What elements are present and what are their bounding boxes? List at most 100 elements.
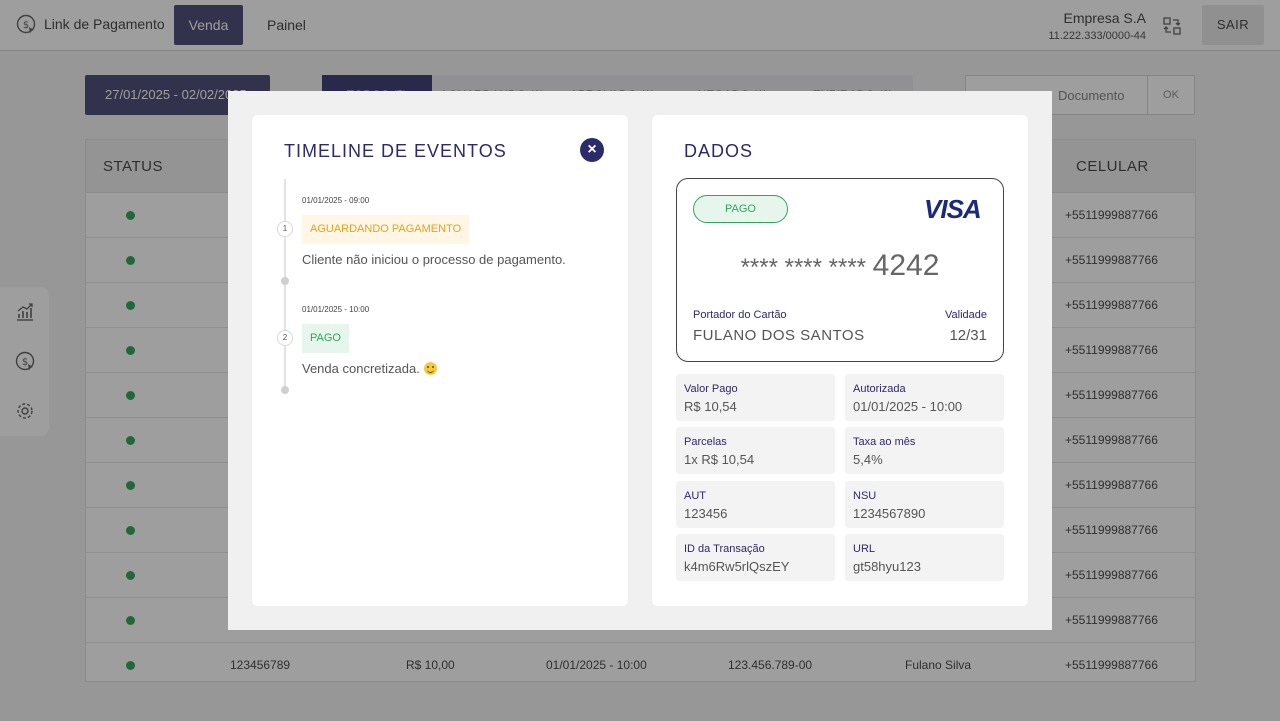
status-dot — [126, 211, 135, 220]
info-id-transacao: ID da Transação k4m6Rw5rlQszEY — [676, 534, 835, 581]
row-celular: +5511999887766 — [1065, 343, 1158, 357]
nav-painel[interactable]: Painel — [267, 17, 306, 33]
close-icon: × — [587, 141, 597, 158]
info-url: URL gt58hyu123 — [845, 534, 1004, 581]
table-row[interactable]: +5511999887766 — [86, 598, 1195, 643]
table-row[interactable]: 123456789 R$ 10,00 01/01/2025 - 10:00 12… — [86, 643, 1195, 681]
info-value: k4m6Rw5rlQszEY — [684, 559, 790, 574]
dados-title: DADOS — [684, 141, 754, 161]
row-celular: +5511999887766 — [1065, 478, 1158, 492]
card-number-masked: **** **** **** — [740, 254, 866, 281]
row-celular: +5511999887766 — [1065, 613, 1158, 627]
row-nome: Fulano Silva — [905, 658, 972, 672]
event-end-dot — [281, 277, 289, 285]
header-status: STATUS — [103, 158, 163, 175]
info-value: R$ 10,54 — [684, 399, 737, 414]
status-dot — [126, 481, 135, 490]
event-description-wrap: Venda concretizada. — [302, 361, 437, 376]
row-valor: R$ 10,00 — [406, 658, 455, 672]
company-info: Empresa S.A 11.222.333/0000-44 — [1048, 10, 1146, 42]
top-bar: $ Link de Pagamento Venda Painel Empresa… — [0, 0, 1280, 51]
brand[interactable]: $ Link de Pagamento — [16, 14, 165, 34]
card-number: **** **** **** 4242 — [677, 249, 1003, 283]
search-ok-button[interactable]: OK — [1147, 76, 1194, 114]
event-time: 01/01/2025 - 10:00 — [302, 305, 370, 314]
company-doc: 11.222.333/0000-44 — [1048, 30, 1146, 42]
status-dot — [126, 526, 135, 535]
gear-icon[interactable] — [15, 401, 35, 421]
status-dot — [126, 301, 135, 310]
row-celular: +5511999887766 — [1065, 433, 1158, 447]
credit-card: PAGO VISA **** **** **** 4242 Portador d… — [676, 178, 1004, 362]
info-valor-pago: Valor Pago R$ 10,54 — [676, 374, 835, 421]
timeline-panel: TIMELINE DE EVENTOS × 01/01/2025 - 09:00… — [252, 115, 628, 606]
transaction-modal: TIMELINE DE EVENTOS × 01/01/2025 - 09:00… — [228, 91, 1052, 630]
card-number-last4: 4242 — [872, 249, 940, 282]
card-status-badge: PAGO — [693, 195, 788, 223]
svg-text:$: $ — [22, 357, 28, 368]
timeline-title: TIMELINE DE EVENTOS — [284, 141, 507, 161]
info-value: 5,4% — [853, 452, 883, 467]
dados-panel: DADOS PAGO VISA **** **** **** 4242 Port… — [652, 115, 1028, 606]
holder-label: Portador do Cartão — [693, 309, 787, 321]
visa-logo-icon: VISA — [924, 194, 982, 225]
row-celular: +5511999887766 — [1065, 208, 1158, 222]
info-value: gt58hyu123 — [853, 559, 921, 574]
info-value: 1x R$ 10,54 — [684, 452, 755, 467]
status-dot — [126, 571, 135, 580]
info-nsu: NSU 1234567890 — [845, 481, 1004, 528]
info-value: 01/01/2025 - 10:00 — [853, 399, 963, 414]
info-label: URL — [853, 543, 876, 555]
holder-name: FULANO DOS SANTOS — [693, 327, 865, 344]
info-label: NSU — [853, 490, 877, 502]
row-celular: +5511999887766 — [1065, 253, 1158, 267]
payment-link-icon: $ — [16, 14, 36, 34]
company-name: Empresa S.A — [1063, 10, 1146, 26]
info-aut: AUT 123456 — [676, 481, 835, 528]
info-label: Parcelas — [684, 436, 727, 448]
smile-emoji-icon — [423, 362, 437, 375]
event-status-badge: PAGO — [302, 324, 349, 353]
row-celular: +5511999887766 — [1065, 523, 1158, 537]
status-dot — [126, 346, 135, 355]
row-documento: 123.456.789-00 — [728, 658, 813, 672]
status-dot — [126, 661, 135, 670]
info-label: Autorizada — [853, 383, 906, 395]
payment-link-icon[interactable]: $ — [15, 351, 35, 371]
header-celular: CELULAR — [1076, 158, 1149, 175]
row-id: 123456789 — [230, 658, 291, 672]
row-celular: +5511999887766 — [1065, 568, 1158, 582]
logout-button[interactable]: SAIR — [1202, 5, 1264, 45]
switch-company-icon[interactable] — [1162, 16, 1182, 36]
row-celular: +5511999887766 — [1065, 658, 1158, 672]
row-celular: +5511999887766 — [1065, 298, 1158, 312]
info-autorizada: Autorizada 01/01/2025 - 10:00 — [845, 374, 1004, 421]
event-number: 1 — [277, 221, 293, 237]
chart-icon[interactable] — [15, 302, 35, 322]
nav-venda[interactable]: Venda — [174, 5, 243, 45]
row-celular: +5511999887766 — [1065, 388, 1158, 402]
status-dot — [126, 436, 135, 445]
status-dot — [126, 616, 135, 625]
svg-text:$: $ — [23, 20, 29, 31]
info-parcelas: Parcelas 1x R$ 10,54 — [676, 427, 835, 474]
info-label: Taxa ao mês — [853, 436, 916, 448]
info-label: Valor Pago — [684, 383, 738, 395]
status-dot — [126, 391, 135, 400]
status-dot — [126, 256, 135, 265]
side-rail: $ — [0, 287, 49, 436]
event-description: Venda concretizada. — [302, 361, 420, 376]
event-time: 01/01/2025 - 09:00 — [302, 196, 370, 205]
row-data: 01/01/2025 - 10:00 — [546, 658, 647, 672]
info-value: 123456 — [684, 506, 728, 521]
card-brand: VISA — [924, 194, 982, 224]
brand-label: Link de Pagamento — [44, 16, 165, 32]
event-number: 2 — [277, 330, 293, 346]
close-button[interactable]: × — [580, 138, 604, 162]
validity-value: 12/31 — [949, 327, 987, 344]
event-end-dot — [281, 386, 289, 394]
event-description: Cliente não iniciou o processo de pagame… — [302, 252, 566, 267]
info-label: ID da Transação — [684, 543, 765, 555]
event-status-badge: AGUARDANDO PAGAMENTO — [302, 215, 470, 244]
info-taxa: Taxa ao mês 5,4% — [845, 427, 1004, 474]
